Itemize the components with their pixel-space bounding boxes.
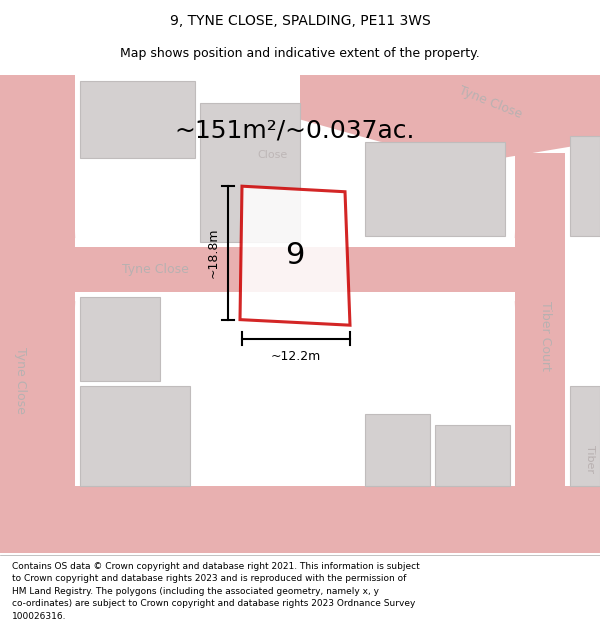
Bar — [200, 102, 300, 242]
Text: 9, TYNE CLOSE, SPALDING, PE11 3WS: 9, TYNE CLOSE, SPALDING, PE11 3WS — [170, 14, 430, 28]
Bar — [435, 425, 510, 486]
Text: 9: 9 — [286, 241, 305, 269]
Text: HM Land Registry. The polygons (including the associated geometry, namely x, y: HM Land Registry. The polygons (includin… — [12, 587, 379, 596]
Text: ~151m²/~0.037ac.: ~151m²/~0.037ac. — [175, 119, 415, 142]
Text: Contains OS data © Crown copyright and database right 2021. This information is : Contains OS data © Crown copyright and d… — [12, 562, 420, 571]
Text: Tiber Court: Tiber Court — [539, 301, 551, 371]
Bar — [570, 386, 600, 486]
Polygon shape — [75, 248, 515, 292]
Text: co-ordinates) are subject to Crown copyright and database rights 2023 Ordnance S: co-ordinates) are subject to Crown copyr… — [12, 599, 415, 609]
Polygon shape — [0, 486, 600, 553]
Text: Tyne Close: Tyne Close — [13, 348, 26, 414]
Text: Map shows position and indicative extent of the property.: Map shows position and indicative extent… — [120, 48, 480, 61]
Bar — [80, 386, 190, 486]
Bar — [365, 414, 430, 486]
Polygon shape — [515, 153, 565, 553]
Polygon shape — [240, 186, 350, 325]
Text: Tyne Close: Tyne Close — [122, 263, 188, 276]
Text: Tiber: Tiber — [585, 444, 595, 472]
Bar — [80, 298, 160, 381]
Text: to Crown copyright and database rights 2023 and is reproduced with the permissio: to Crown copyright and database rights 2… — [12, 574, 406, 583]
Text: Tyne Close: Tyne Close — [457, 84, 523, 121]
Text: 100026316.: 100026316. — [12, 612, 67, 621]
Bar — [365, 142, 505, 236]
Polygon shape — [0, 75, 75, 553]
Text: ~12.2m: ~12.2m — [271, 350, 321, 363]
Polygon shape — [300, 75, 600, 158]
Bar — [80, 81, 195, 158]
Text: Close: Close — [257, 150, 287, 160]
Bar — [570, 136, 600, 236]
Text: ~18.8m: ~18.8m — [206, 228, 220, 278]
